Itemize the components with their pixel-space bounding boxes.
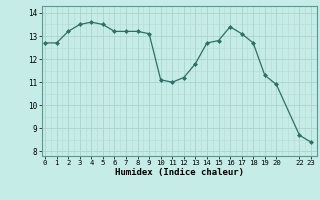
X-axis label: Humidex (Indice chaleur): Humidex (Indice chaleur) xyxy=(115,168,244,177)
